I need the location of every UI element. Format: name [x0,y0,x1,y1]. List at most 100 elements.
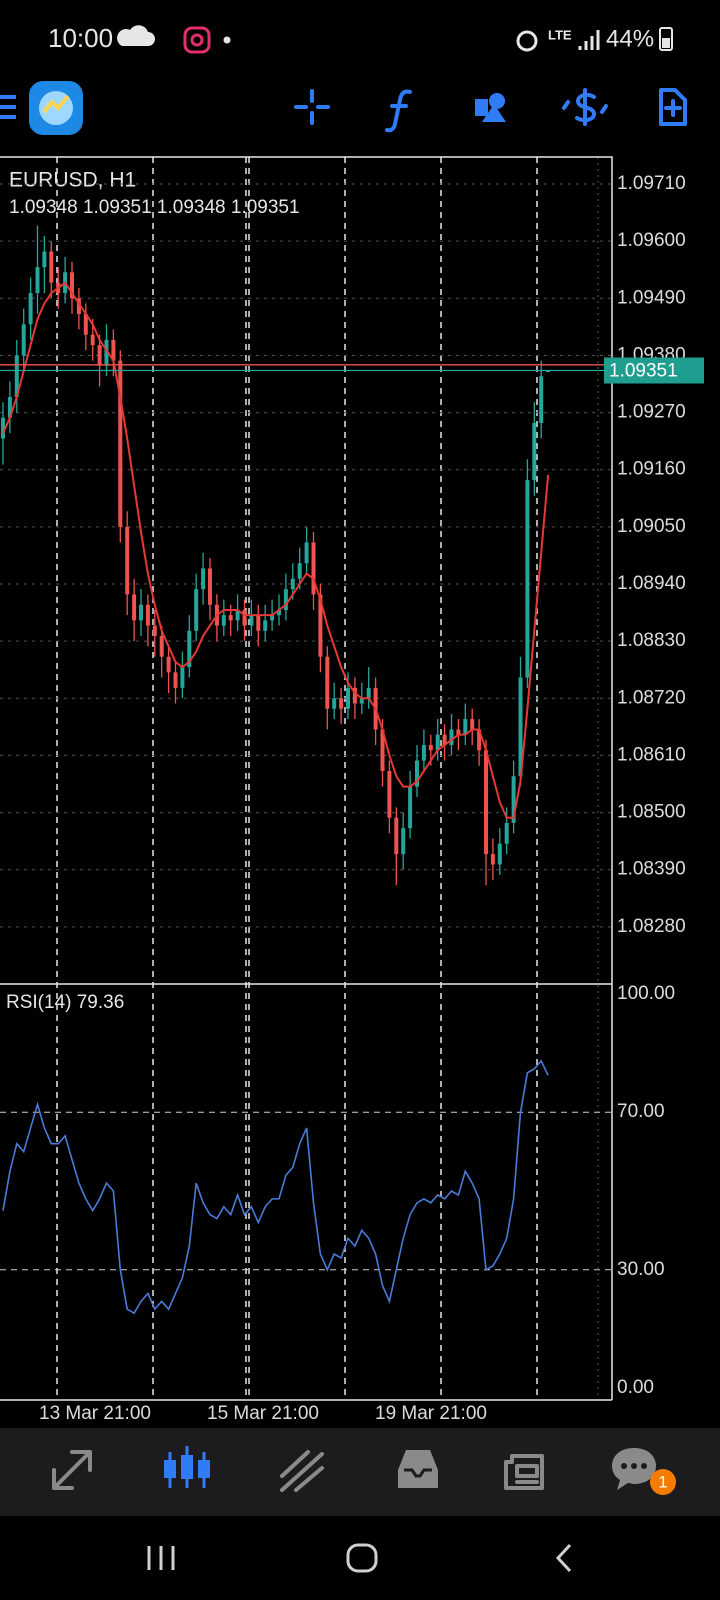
candle-body [456,729,461,735]
y-tick-label: 1.08500 [617,802,686,823]
menu-button[interactable] [0,95,16,119]
instagram-icon-lens [190,33,204,47]
candle-body [83,313,88,335]
bottom-nav [0,1428,720,1516]
back-icon [555,1543,572,1573]
y-tick-label: 1.09710 [617,173,686,194]
candle-body [359,698,364,704]
x-axis-label: 19 Mar 21:00 [375,1403,487,1424]
candle-body [339,698,344,709]
candle-body [470,719,475,730]
history-icon-tray [404,1468,432,1478]
rsi-line [2,1059,549,1315]
objects-button[interactable] [475,93,506,122]
chat-dot [631,1463,637,1469]
y-tick-label: 1.09050 [617,516,686,537]
trade-button[interactable] [562,88,608,126]
candle-body [387,771,392,818]
objects-icon-square [475,99,488,116]
candle-body [187,630,192,668]
status-time: 10:00 [48,23,113,53]
y-tick-label: 1.09490 [617,287,686,308]
logo-arrow [42,94,70,114]
candle-body [256,615,261,631]
candle-body [532,422,537,481]
network-type: LTE [548,27,572,42]
candle-body [539,376,544,423]
app-logo [29,81,83,135]
candle-body [318,594,323,657]
battery-fill [662,38,670,48]
candle-body [504,822,509,844]
battery-icon [659,27,673,51]
candle-body [394,817,399,855]
candle-body [249,615,254,626]
candle-body [118,360,123,527]
candle-body [49,251,54,283]
price-tag [604,357,704,384]
y-tick-label: 1.08280 [617,916,686,937]
candle-body [525,480,530,678]
y-tick-label: 1.09270 [617,402,686,423]
candle-body [14,355,19,397]
signal-icon [578,30,600,50]
chat-dot [641,1463,647,1469]
candle-body [152,625,157,636]
indicators-button[interactable] [385,89,412,133]
rsi-tick-label: 100.00 [617,983,675,1004]
trade-tab-icon [280,1450,324,1492]
candle-body [1,417,5,439]
candle-body [180,667,185,688]
quotes-tab[interactable] [52,1450,92,1490]
candle-body [270,615,275,621]
candle-body [28,293,33,325]
candle-body [332,698,337,709]
candle-body [221,615,226,626]
chat-tab[interactable]: 1 [612,1448,676,1495]
alarm-icon [516,30,538,52]
candle-body [145,604,150,626]
candle-body [111,339,116,361]
candle-body [352,687,357,704]
back-button[interactable] [555,1543,572,1573]
chart: EURUSD, H1 1.09348 1.09351 1.09348 1.093… [0,156,704,1424]
candle-body [201,568,206,590]
trade-tab[interactable] [280,1450,324,1492]
history-icon [398,1450,438,1488]
crosshair-icon [294,89,330,125]
home-icon [346,1543,378,1573]
candle-body [304,542,309,564]
chart-tab[interactable] [164,1446,210,1488]
recents-button[interactable] [147,1546,175,1570]
instagram-icon [183,26,211,54]
candle-body [125,526,130,595]
new-order-icon [659,88,687,126]
chat-dot [621,1463,627,1469]
home-button[interactable] [346,1543,378,1573]
y-tick-label: 1.08940 [617,573,686,594]
candle-body [21,324,26,356]
history-tab[interactable] [398,1450,438,1488]
candle-body [401,828,406,855]
recents-icon [147,1546,175,1570]
new-order-button[interactable] [659,88,687,126]
candle-body [325,656,330,709]
menu-icon [0,95,16,119]
objects-icon-triangle [482,104,506,122]
candle-body [490,854,495,865]
candle-body [421,745,426,761]
candle-body [90,334,95,346]
candle-body [415,760,419,787]
battery-level: 44% [606,25,654,52]
candle-body [428,745,433,751]
crosshair-button[interactable] [294,89,330,125]
news-tab[interactable] [504,1454,544,1490]
candle-body [139,604,143,621]
rsi-tick-label: 70.00 [617,1101,665,1122]
candle-body [208,568,212,605]
quotes-icon [52,1450,92,1490]
chart-tab-candle [198,1460,210,1478]
